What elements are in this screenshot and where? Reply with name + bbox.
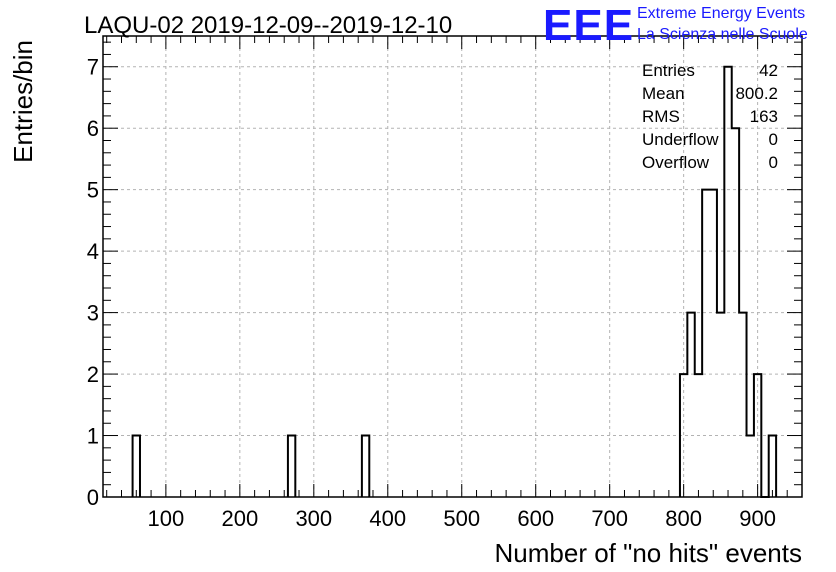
plot-frame	[102, 35, 803, 498]
x-tick-label: 900	[739, 506, 776, 531]
y-tick-label: 4	[87, 239, 99, 264]
stat-label-entries: Entries	[642, 61, 695, 80]
histogram-outline	[678, 65, 778, 498]
stat-value-mean: 800.2	[735, 84, 778, 103]
histogram-bin	[724, 67, 731, 497]
stat-label-underflow: Underflow	[642, 130, 719, 149]
histogram-bin	[769, 436, 776, 497]
stat-label-mean: Mean	[642, 84, 685, 103]
histogram-bin	[288, 436, 295, 497]
x-tick-label: 200	[221, 506, 258, 531]
histogram-bin	[739, 313, 746, 497]
histogram-bin	[133, 436, 140, 497]
tick-labels: 100 200 300 400 500 600 700 800 900 0 1 2 3 4 5 6 7	[87, 55, 776, 531]
stats-box: Entries 42 Mean 800.2 RMS 163 Underflow …	[642, 61, 778, 172]
histogram-series	[131, 65, 778, 498]
x-tick-label: 600	[517, 506, 554, 531]
histogram-outline	[286, 434, 297, 497]
stat-value-rms: 163	[750, 107, 778, 126]
histogram-bin	[747, 436, 754, 497]
y-tick-label: 7	[87, 55, 99, 80]
y-tick-label: 5	[87, 178, 99, 203]
histogram-outline	[131, 434, 141, 497]
axis-ticks	[103, 36, 802, 498]
x-tick-label: 800	[665, 506, 702, 531]
x-axis-label: Number of "no hits" events	[495, 538, 803, 568]
grid-lines	[103, 36, 802, 497]
y-tick-label: 3	[87, 301, 99, 326]
histogram-bin	[710, 190, 717, 497]
eee-logo-line2: La Scienza nelle Scuole	[637, 26, 808, 43]
x-tick-label: 300	[295, 506, 332, 531]
y-tick-label: 6	[87, 116, 99, 141]
histogram-bin	[687, 313, 694, 497]
x-tick-label: 400	[369, 506, 406, 531]
x-tick-label: 100	[148, 506, 185, 531]
histogram-bin	[717, 313, 724, 497]
eee-logo: EEE Extreme Energy Events La Scienza nel…	[543, 1, 808, 50]
y-tick-label: 2	[87, 362, 99, 387]
eee-logo-line1: Extreme Energy Events	[637, 5, 805, 22]
eee-logo-mark: EEE	[543, 1, 634, 50]
x-tick-label: 500	[443, 506, 480, 531]
histogram-bin	[702, 190, 709, 497]
stat-label-rms: RMS	[642, 107, 680, 126]
chart-title: LAQU-02 2019-12-09--2019-12-10	[84, 12, 452, 39]
histogram-bin	[362, 436, 369, 497]
stat-value-overflow: 0	[769, 153, 778, 172]
stat-value-entries: 42	[759, 61, 778, 80]
y-tick-label: 0	[87, 485, 99, 510]
x-tick-label: 700	[591, 506, 628, 531]
stat-value-underflow: 0	[769, 130, 778, 149]
stat-label-overflow: Overflow	[642, 153, 710, 172]
y-axis-label: Entries/bin	[8, 40, 38, 163]
y-tick-label: 1	[87, 424, 99, 449]
histogram-outline	[360, 434, 371, 497]
